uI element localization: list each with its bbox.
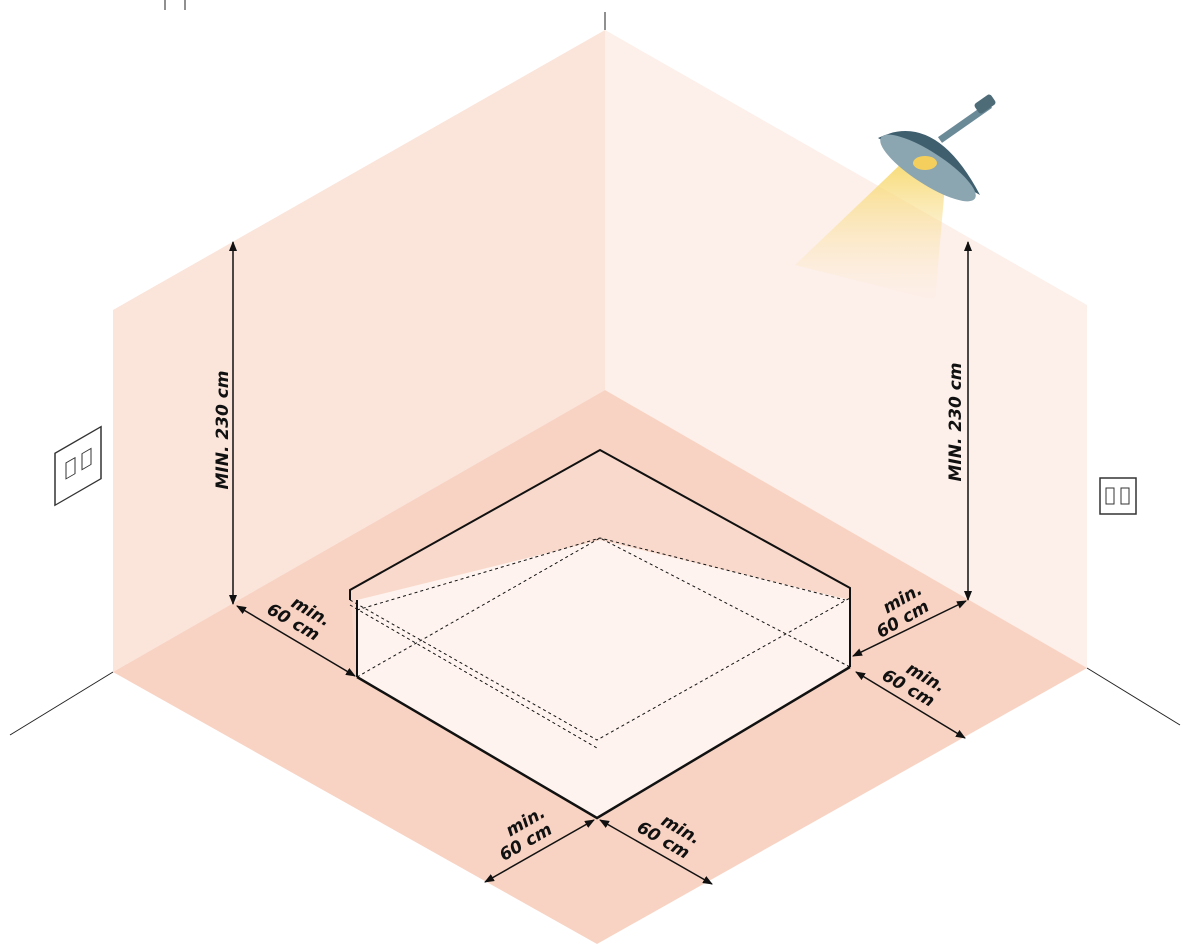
lamp [795,94,996,300]
shower-base [349,448,851,820]
dimensions [229,241,972,885]
switches [54,425,1137,515]
height-label: MIN. 230 cm [946,362,966,481]
height-label: MIN. 230 cm [213,370,233,489]
